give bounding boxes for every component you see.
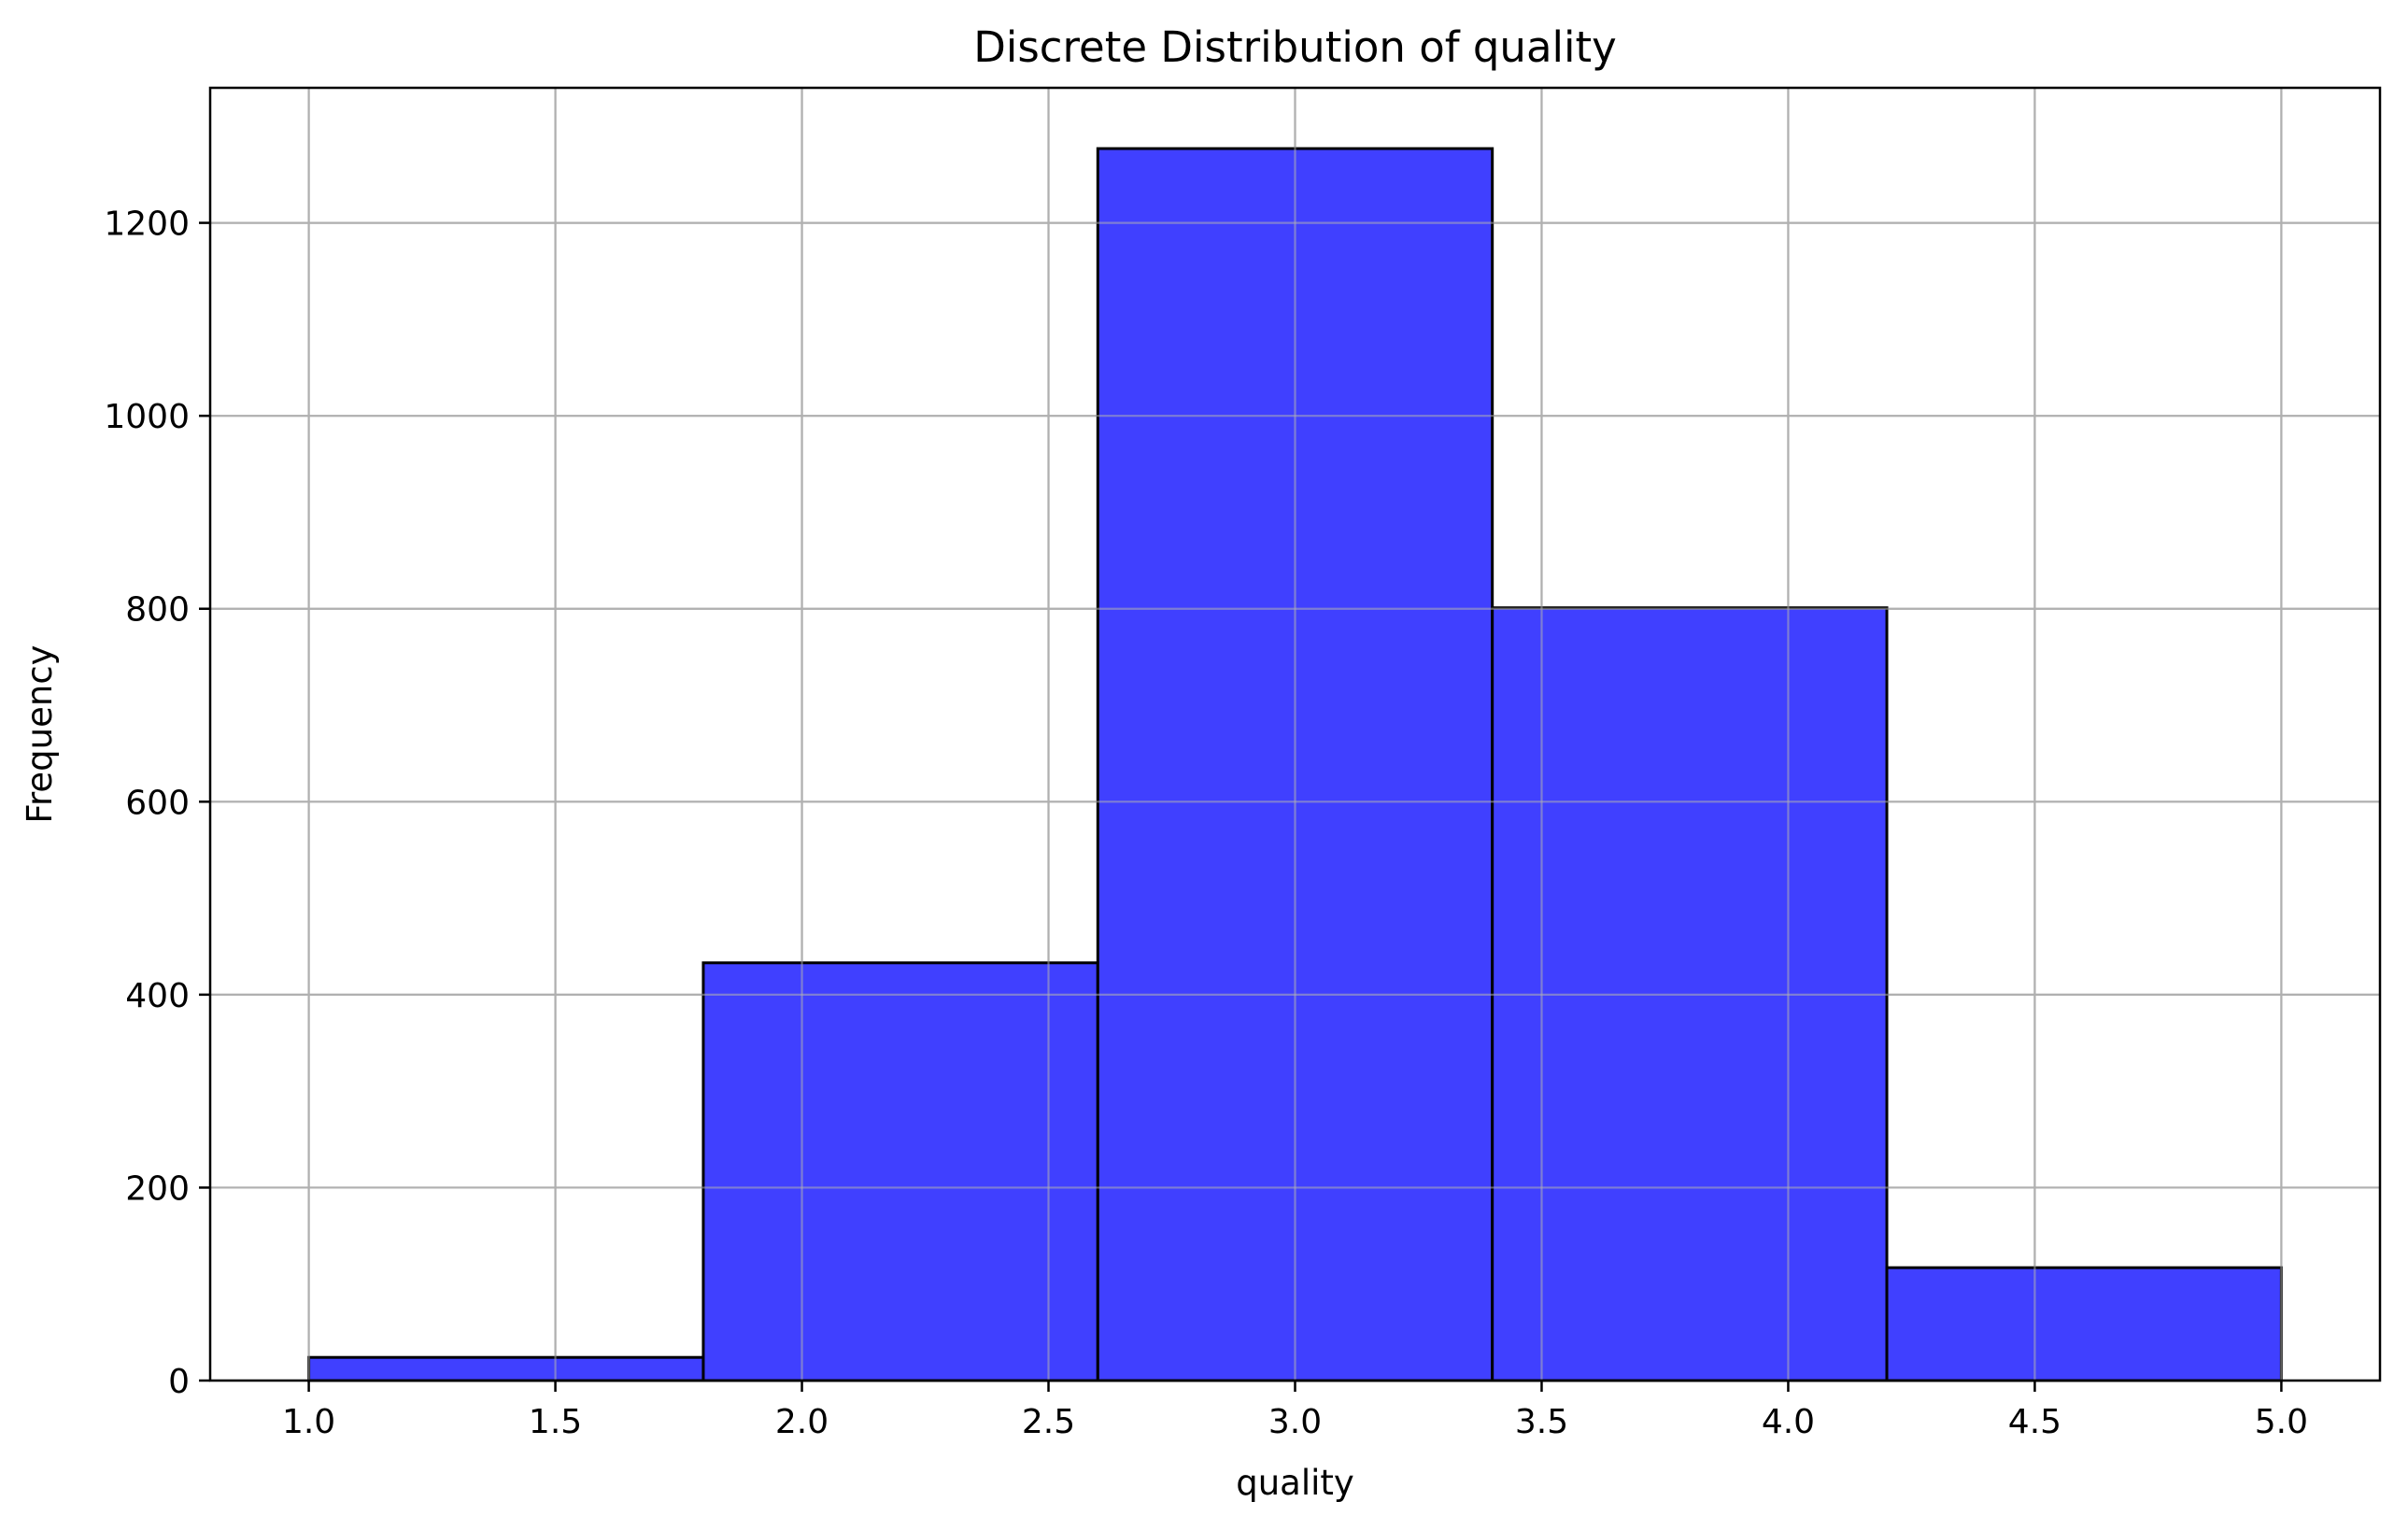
- y-tick-label: 600: [125, 784, 190, 822]
- x-tick-label: 2.5: [1022, 1403, 1075, 1441]
- y-tick-label: 400: [125, 977, 190, 1015]
- x-tick-label: 1.5: [529, 1403, 582, 1441]
- histogram-bar: [307, 1355, 705, 1382]
- y-axis-label: Frequency: [20, 645, 60, 823]
- histogram-bar: [701, 961, 1099, 1382]
- x-tick-label: 4.5: [2008, 1403, 2061, 1441]
- x-tick-label: 3.5: [1515, 1403, 1568, 1441]
- x-axis-label: quality: [1236, 1463, 1354, 1503]
- y-axis-ticks: 0 200 400 600 800 1000 1200: [104, 205, 210, 1401]
- y-tick-label: 0: [168, 1363, 190, 1401]
- y-tick-label: 1200: [104, 205, 190, 244]
- x-axis-ticks: 1.0 1.5 2.0 2.5 3.0 3.5 4.0 4.5 5.0: [282, 1381, 2308, 1441]
- histogram-bar: [1885, 1266, 2283, 1382]
- y-tick-label: 200: [125, 1169, 190, 1208]
- y-tick-label: 1000: [104, 398, 190, 436]
- x-tick-label: 2.0: [775, 1403, 829, 1441]
- x-tick-label: 4.0: [1762, 1403, 1815, 1441]
- x-tick-label: 5.0: [2255, 1403, 2308, 1441]
- x-tick-label: 3.0: [1268, 1403, 1322, 1441]
- chart-title: Discrete Distribution of quality: [973, 22, 1617, 72]
- histogram-bars: [210, 88, 2380, 1382]
- y-tick-label: 800: [125, 591, 190, 630]
- x-tick-label: 1.0: [282, 1403, 335, 1441]
